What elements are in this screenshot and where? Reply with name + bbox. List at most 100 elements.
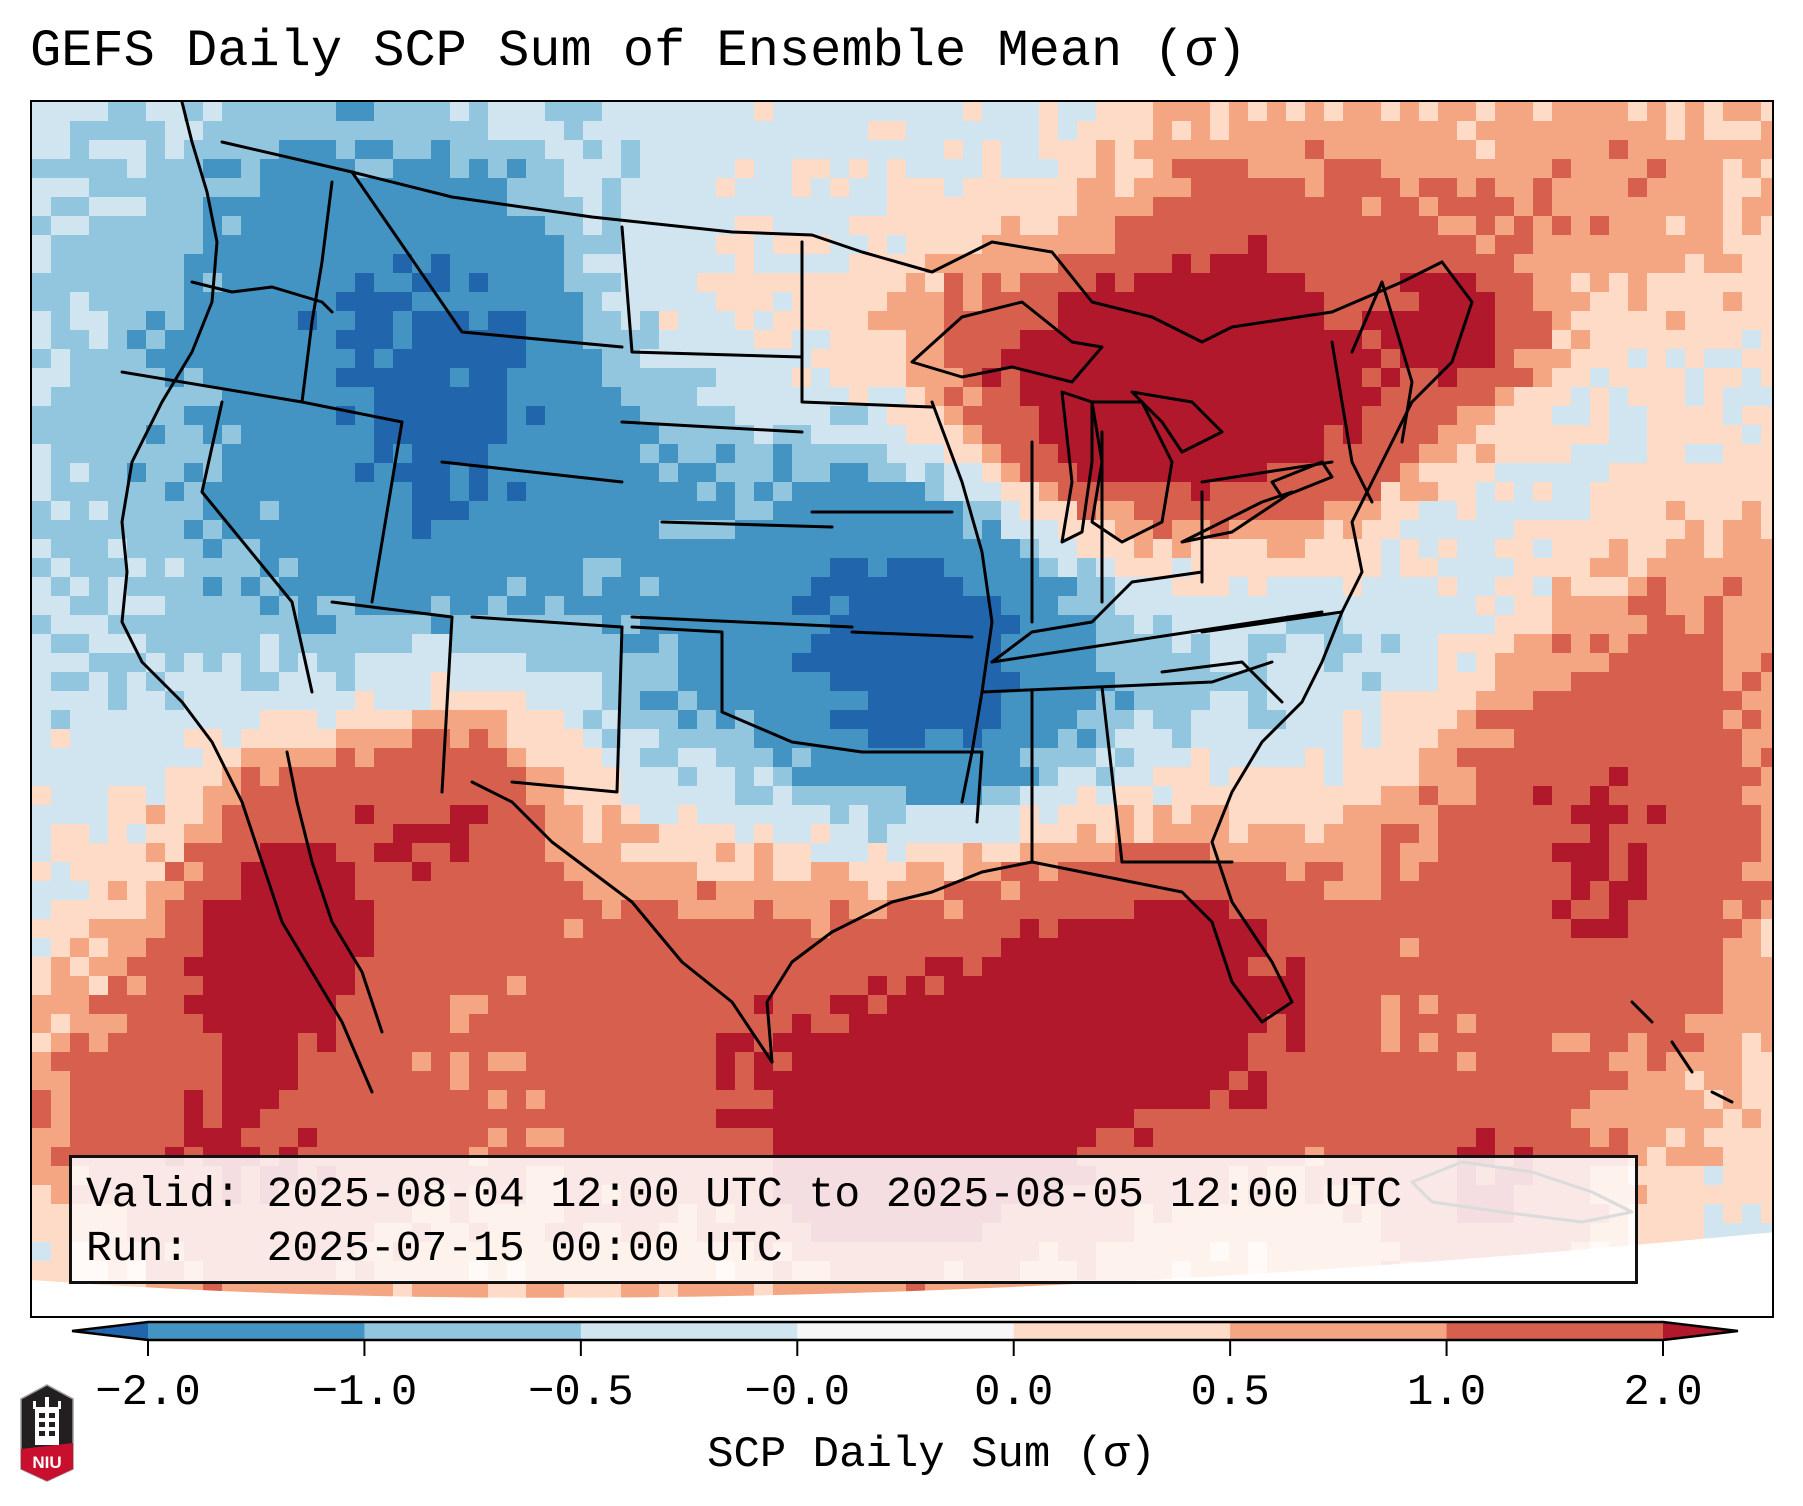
heatmap-cell [1362,1071,1382,1091]
heatmap-cell [564,1090,584,1110]
heatmap-cell [621,558,641,578]
heatmap-cell [108,235,128,255]
heatmap-cell [1191,881,1211,901]
heatmap-cell [51,387,71,407]
heatmap-cell [773,786,793,806]
heatmap-cell [241,102,261,122]
heatmap-cell [1476,387,1496,407]
heatmap-cell [412,292,432,312]
heatmap-cell [1666,1071,1686,1091]
heatmap-cell [70,824,90,844]
heatmap-cell [1153,444,1173,464]
heatmap-cell [1267,539,1287,559]
heatmap-cell [735,330,755,350]
heatmap-cell [1248,824,1268,844]
heatmap-cell [279,292,299,312]
heatmap-cell [374,539,394,559]
heatmap-cell [1343,938,1363,958]
heatmap-cell [32,121,52,141]
heatmap-cell [146,691,166,711]
heatmap-cell [51,957,71,977]
heatmap-cell [1628,577,1648,597]
heatmap-cell [640,710,660,730]
heatmap-cell [336,672,356,692]
heatmap-cell [1571,216,1591,236]
heatmap-cell [1020,425,1040,445]
heatmap-cell [1438,102,1458,122]
heatmap-cell [1001,634,1021,654]
heatmap-cell [1077,558,1097,578]
heatmap-cell [393,197,413,217]
heatmap-cell [412,615,432,635]
heatmap-cell [1400,596,1420,616]
heatmap-cell [374,843,394,863]
heatmap-cell [849,976,869,996]
heatmap-cell [1210,501,1230,521]
heatmap-cell [1495,1109,1515,1129]
heatmap-cell [1172,919,1192,939]
heatmap-cell [1191,216,1211,236]
heatmap-cell [868,976,888,996]
heatmap-cell [1761,634,1772,654]
heatmap-cell [526,881,546,901]
heatmap-cell [1628,197,1648,217]
heatmap-cell [298,140,318,160]
heatmap-cell [773,444,793,464]
heatmap-cell [1229,862,1249,882]
heatmap-cell [488,596,508,616]
heatmap-cell [1324,159,1344,179]
heatmap-cell [1400,615,1420,635]
heatmap-cell [1077,121,1097,141]
heatmap-cell [545,900,565,920]
heatmap-cell [621,672,641,692]
heatmap-cell [1685,463,1705,483]
heatmap-cell [1438,1071,1458,1091]
heatmap-cell [317,1052,337,1072]
heatmap-cell [1400,843,1420,863]
heatmap-cell [1761,273,1772,293]
heatmap-cell [336,121,356,141]
heatmap-cell [241,482,261,502]
heatmap-cell [906,653,926,673]
heatmap-cell [1704,976,1724,996]
heatmap-cell [925,140,945,160]
heatmap-cell [165,672,185,692]
heatmap-cell [127,1052,147,1072]
heatmap-cell [1590,900,1610,920]
heatmap-cell [450,558,470,578]
heatmap-cell [1723,159,1743,179]
heatmap-cell [1343,178,1363,198]
heatmap-cell [1381,615,1401,635]
heatmap-cell [317,349,337,369]
heatmap-cell [564,501,584,521]
heatmap-cell [678,121,698,141]
heatmap-cell [1742,520,1762,540]
heatmap-cell [1438,957,1458,977]
heatmap-cell [906,1071,926,1091]
heatmap-cell [1172,824,1192,844]
heatmap-cell [811,444,831,464]
heatmap-cell [1495,254,1515,274]
heatmap-cell [1685,1052,1705,1072]
heatmap-cell [1267,330,1287,350]
heatmap-cell [1704,1014,1724,1034]
heatmap-cell [982,406,1002,426]
heatmap-cell [545,387,565,407]
heatmap-cell [1552,444,1572,464]
heatmap-cell [203,1014,223,1034]
heatmap-cell [1552,957,1572,977]
heatmap-cell [450,121,470,141]
heatmap-cell [773,900,793,920]
heatmap-cell [488,159,508,179]
heatmap-cell [1438,653,1458,673]
heatmap-cell [1476,843,1496,863]
heatmap-cell [317,995,337,1015]
heatmap-cell [1723,140,1743,160]
heatmap-cell [830,406,850,426]
heatmap-cell [1704,1033,1724,1053]
heatmap-cell [507,710,527,730]
heatmap-cell [1761,615,1772,635]
heatmap-cell [1077,824,1097,844]
heatmap-cell [1324,406,1344,426]
heatmap-cell [1305,140,1325,160]
